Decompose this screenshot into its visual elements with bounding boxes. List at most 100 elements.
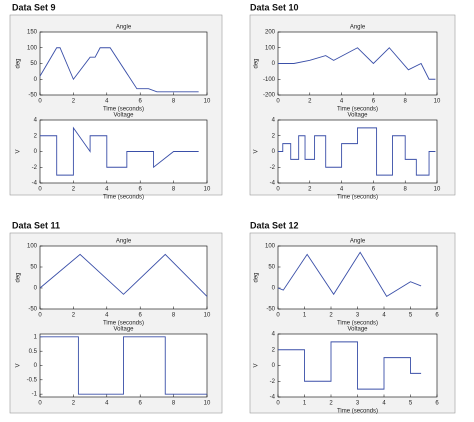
y-axis-label: V [16, 149, 22, 153]
y-axis-label: V [254, 149, 260, 153]
x-tick-label: 8 [172, 313, 176, 319]
y-tick-label: -2 [270, 379, 276, 385]
y-tick-label: -4 [270, 395, 276, 401]
subplot-title: Voltage [347, 327, 368, 333]
plot-area [277, 245, 438, 310]
y-tick-label: 0 [34, 363, 38, 369]
y-tick-label: 100 [265, 244, 276, 250]
x-tick-label: 8 [404, 99, 408, 105]
x-tick-label: 0 [276, 187, 280, 193]
y-tick-label: 100 [27, 45, 38, 51]
y-tick-label: 0 [272, 61, 276, 67]
x-tick-label: 2 [72, 187, 76, 193]
x-tick-label: 2 [72, 313, 76, 319]
y-tick-label: 1 [34, 334, 38, 340]
data-line [277, 251, 422, 298]
y-tick-label: -50 [28, 307, 37, 313]
x-tick-label: 3 [356, 401, 360, 407]
y-tick-label: 100 [27, 244, 38, 250]
x-tick-label: 10 [434, 187, 441, 193]
data-line [39, 47, 199, 93]
y-tick-label: -50 [28, 93, 37, 99]
x-axis-label: Time (seconds) [103, 107, 144, 113]
y-tick-label: 0 [34, 149, 38, 155]
y-axis-label: deg [16, 272, 22, 282]
x-tick-label: 10 [204, 187, 211, 193]
x-tick-label: 0 [38, 401, 42, 407]
x-tick-label: 4 [340, 99, 344, 105]
x-tick-label: 0 [38, 313, 42, 319]
data-line [40, 126, 199, 176]
x-tick-label: 4 [105, 187, 109, 193]
x-axis-label: Time (seconds) [337, 409, 378, 415]
panel-title: Data Set 12 [250, 220, 299, 230]
y-axis-label: V [16, 363, 22, 367]
y-tick-label: 50 [30, 265, 37, 271]
x-tick-label: 8 [172, 187, 176, 193]
subplot-title: Angle [116, 25, 132, 31]
y-tick-label: 4 [272, 332, 276, 338]
data-line [40, 336, 207, 395]
x-tick-label: 6 [372, 99, 376, 105]
x-tick-label: 1 [303, 401, 307, 407]
subplot-title: Angle [350, 25, 366, 31]
x-tick-label: 4 [105, 401, 109, 407]
x-tick-label: 0 [276, 401, 280, 407]
x-tick-label: 2 [329, 313, 333, 319]
data-line [278, 127, 436, 176]
subplot-title: Voltage [113, 327, 134, 333]
panel-title: Data Set 11 [12, 220, 60, 230]
y-tick-label: 100 [265, 45, 276, 51]
plot-area [277, 31, 438, 96]
x-tick-label: 0 [38, 187, 42, 193]
x-axis-label: Time (seconds) [337, 107, 378, 113]
y-tick-label: 50 [30, 61, 37, 67]
x-tick-label: 2 [308, 99, 312, 105]
data-line [278, 341, 422, 390]
x-tick-label: 2 [72, 401, 76, 407]
plot-area [39, 31, 208, 96]
y-tick-label: -4 [32, 181, 38, 187]
y-axis-label: deg [16, 58, 22, 68]
x-axis-label: Time (seconds) [337, 195, 378, 201]
y-tick-label: -100 [263, 77, 276, 83]
y-tick-label: 0 [272, 149, 276, 155]
panel-title: Data Set 10 [250, 2, 299, 12]
subplot-title: Angle [116, 239, 132, 245]
x-tick-label: 4 [382, 313, 386, 319]
y-tick-label: -200 [263, 93, 276, 99]
y-axis-label: deg [254, 272, 260, 282]
subplot-title: Angle [350, 239, 366, 245]
x-tick-label: 10 [434, 99, 441, 105]
y-tick-label: 0 [34, 77, 38, 83]
data-line [278, 47, 436, 80]
y-axis-label: V [254, 363, 260, 367]
y-tick-label: 0 [272, 363, 276, 369]
x-tick-label: 6 [139, 99, 143, 105]
x-tick-label: 5 [409, 401, 413, 407]
plot-area [39, 245, 208, 310]
x-tick-label: 4 [105, 313, 109, 319]
x-tick-label: 6 [435, 313, 439, 319]
x-tick-label: 0 [38, 99, 42, 105]
x-tick-label: 10 [204, 99, 211, 105]
x-axis-label: Time (seconds) [103, 321, 144, 327]
x-tick-label: 8 [172, 99, 176, 105]
x-tick-label: 6 [139, 401, 143, 407]
x-tick-label: 6 [435, 401, 439, 407]
subplot-title: Voltage [347, 113, 368, 119]
x-tick-label: 8 [404, 187, 408, 193]
x-tick-label: 0 [276, 313, 280, 319]
y-tick-label: 2 [272, 133, 276, 139]
subplot-title: Voltage [113, 113, 134, 119]
y-tick-label: -2 [270, 165, 276, 171]
y-tick-label: -2 [32, 165, 38, 171]
x-tick-label: 5 [409, 313, 413, 319]
x-tick-label: 2 [72, 99, 76, 105]
y-tick-label: -0.5 [27, 377, 38, 383]
x-axis-label: Time (seconds) [103, 195, 144, 201]
y-tick-label: 200 [265, 30, 276, 36]
y-tick-label: -50 [266, 307, 275, 313]
x-tick-label: 2 [329, 401, 333, 407]
x-tick-label: 8 [172, 401, 176, 407]
